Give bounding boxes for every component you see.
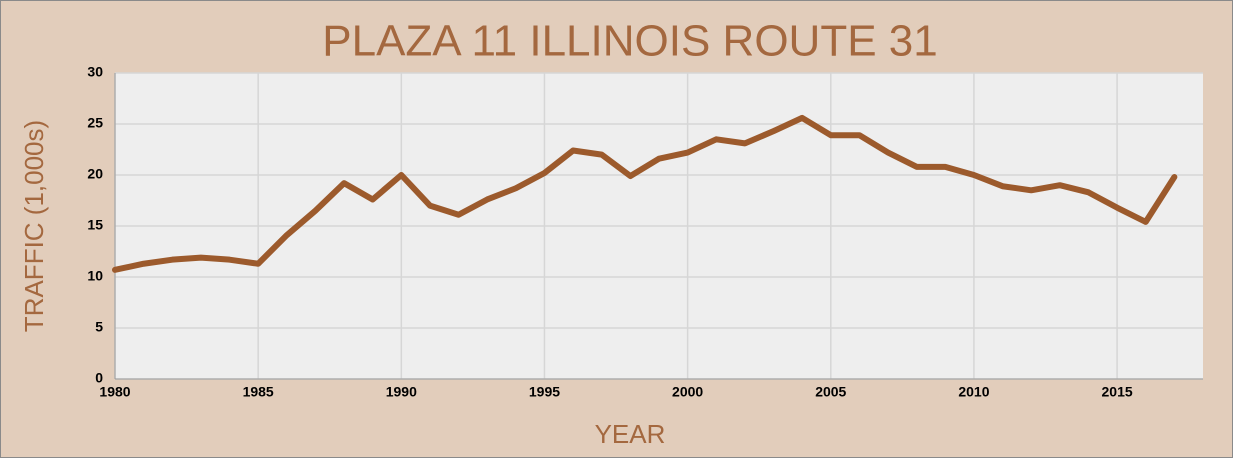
y-tick-label: 25	[87, 115, 103, 131]
x-tick-label: 1980	[99, 384, 130, 400]
y-tick-label: 0	[95, 370, 103, 386]
x-tick-label: 1985	[243, 384, 274, 400]
x-tick-label: 2005	[815, 384, 846, 400]
x-axis-label: YEAR	[595, 419, 666, 449]
x-tick-label: 1990	[386, 384, 417, 400]
y-axis-label: TRAFFIC (1,000s)	[19, 120, 49, 332]
y-tick-label: 10	[87, 268, 103, 284]
x-tick-label: 2000	[672, 384, 703, 400]
y-tick-label: 15	[87, 217, 103, 233]
x-tick-label: 2010	[958, 384, 989, 400]
y-tick-label: 20	[87, 166, 103, 182]
data-line	[112, 114, 1178, 273]
chart-title: PLAZA 11 ILLINOIS ROUTE 31	[322, 17, 937, 66]
y-tick-label: 30	[87, 64, 103, 80]
x-tick-label: 1995	[529, 384, 560, 400]
y-tick-label: 5	[95, 319, 103, 335]
x-tick-label: 2015	[1102, 384, 1133, 400]
